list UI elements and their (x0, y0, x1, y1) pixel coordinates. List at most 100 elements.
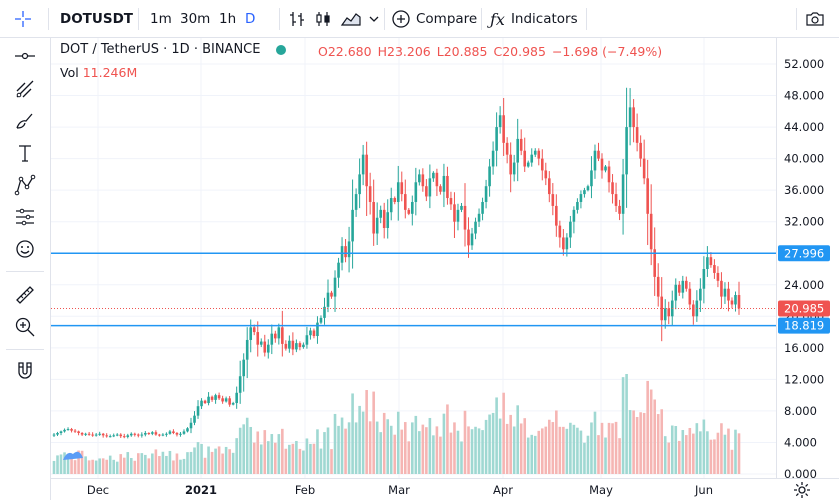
volume-bar (558, 426, 562, 474)
volume-bar (56, 455, 59, 474)
candle (105, 433, 108, 438)
candle (288, 335, 291, 353)
interval-1h-button[interactable]: 1h (219, 11, 237, 27)
ruler-icon[interactable] (10, 282, 40, 308)
symbol-search-button[interactable]: DOTUSDT (60, 11, 133, 27)
interval-daily-button[interactable]: D (245, 11, 256, 27)
indicators-button[interactable]: ƒx Indicators (490, 0, 578, 38)
volume-bar (266, 441, 270, 474)
emoji-icon[interactable] (10, 236, 40, 262)
tradingview-logo (63, 451, 83, 460)
candle-body (583, 190, 586, 195)
volume-bar (358, 405, 361, 474)
zoom-in-icon[interactable] (10, 314, 40, 340)
candle (94, 432, 98, 437)
candle-body (375, 217, 379, 234)
candle-body (611, 182, 614, 195)
volume-bar (207, 446, 210, 474)
candle-body (70, 429, 73, 431)
interval-30m-button[interactable]: 30m (180, 11, 211, 27)
volume-bar (590, 422, 593, 474)
candle (537, 148, 541, 166)
volume-bar (628, 410, 632, 474)
candlestick-series (52, 87, 741, 439)
pattern-tool-icon[interactable] (10, 172, 40, 198)
magnet-icon[interactable] (10, 358, 40, 384)
volume-bar (428, 417, 432, 474)
candle-body (618, 205, 621, 214)
candle-body (737, 295, 741, 309)
candles-style-icon[interactable] (314, 0, 332, 38)
candle-body (635, 127, 639, 143)
bar-style-icon[interactable] (288, 0, 306, 38)
volume-bar (432, 435, 435, 474)
volume-bar (688, 427, 692, 474)
volume-bar (562, 426, 565, 474)
candle-body (91, 434, 94, 436)
candle-body (137, 434, 140, 436)
volume-bar (151, 453, 154, 474)
candle (358, 158, 361, 209)
candle-body (347, 241, 351, 258)
pitchfork-icon[interactable] (10, 76, 40, 102)
price-chart[interactable] (51, 38, 776, 478)
volume-bar (579, 430, 583, 474)
candle-body (277, 327, 281, 339)
candle (375, 202, 379, 245)
candle (221, 395, 224, 404)
area-style-icon[interactable] (340, 0, 362, 38)
volume-bar (713, 439, 716, 474)
volume-bar (677, 440, 681, 474)
legend-symbol-title[interactable]: DOT / TetherUS · 1D · BINANCE (60, 42, 261, 57)
candle (312, 328, 316, 339)
candle (245, 327, 249, 379)
settings-gear-icon[interactable] (793, 481, 811, 500)
volume-bar (154, 449, 158, 474)
candle-body (312, 330, 316, 337)
candle-body (80, 433, 84, 435)
candle-body (368, 186, 372, 202)
candle (442, 163, 446, 208)
candle (210, 395, 214, 402)
volume-bar (94, 460, 98, 474)
candle-body (604, 166, 607, 171)
compare-button[interactable]: Compare (391, 0, 477, 38)
text-tool-icon[interactable] (10, 140, 40, 166)
candle (175, 432, 179, 437)
volume-bar (323, 432, 326, 474)
candle-body (115, 434, 119, 436)
candle-body (555, 205, 558, 226)
prediction-tool-icon[interactable] (10, 204, 40, 230)
candle (119, 433, 123, 438)
time-tick-label: May (589, 483, 613, 497)
time-axis[interactable]: Dec 2021 Feb Mar Apr May Jun (51, 478, 839, 500)
candle-body (418, 174, 421, 183)
candle-body (572, 209, 576, 222)
price-axis[interactable]: 52.00048.00044.00040.00036.00032.00028.0… (776, 38, 839, 481)
volume-bar (456, 430, 460, 474)
candle (179, 431, 182, 437)
chevron-down-icon[interactable] (368, 0, 380, 38)
candle (196, 400, 200, 419)
candle (667, 301, 671, 325)
candle-body (351, 209, 354, 242)
camera-icon[interactable] (805, 0, 825, 38)
volume-bar (572, 424, 576, 474)
volume-bar (569, 422, 572, 474)
brush-icon[interactable] (10, 108, 40, 134)
crosshair-cursor-icon[interactable] (6, 0, 40, 38)
candle (207, 392, 210, 406)
trend-line-icon[interactable] (10, 43, 40, 69)
volume-bar (526, 437, 530, 474)
toolbar-spacer (10, 8, 40, 34)
candle-body (533, 150, 537, 155)
interval-1m-button[interactable]: 1m (150, 11, 172, 27)
volume-bar (593, 411, 597, 474)
candle-body (210, 396, 214, 400)
candle (463, 183, 467, 247)
candle (642, 139, 646, 185)
candle (382, 202, 386, 239)
divider (796, 8, 797, 30)
volume-bar (625, 374, 628, 474)
candle-body (151, 432, 154, 434)
